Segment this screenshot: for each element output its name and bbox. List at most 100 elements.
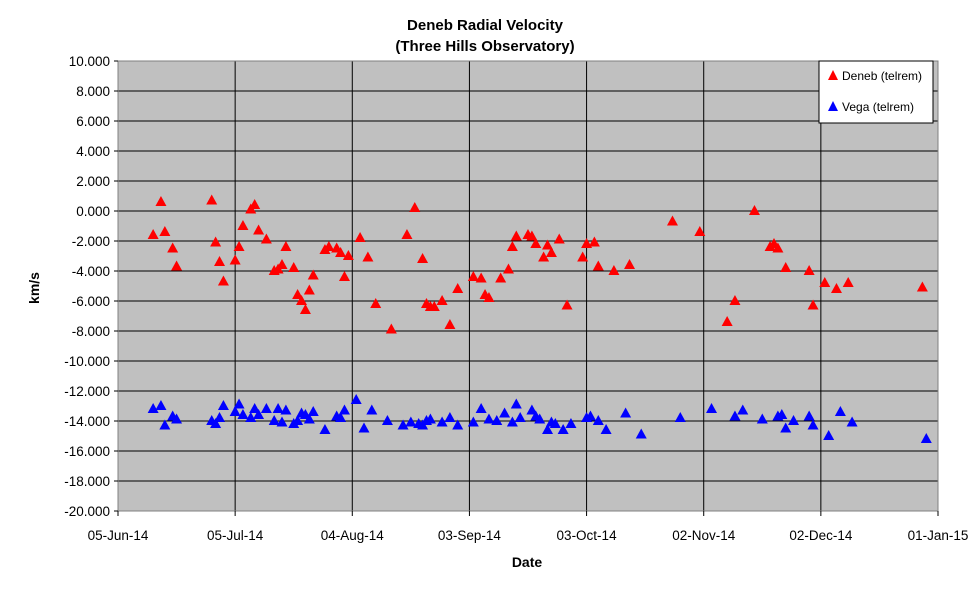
x-axis-ticks: 05-Jun-14 05-Jul-14 04-Aug-14 03-Sep-14 03-O… <box>88 511 969 543</box>
deneb-point <box>253 224 265 235</box>
vega-point <box>788 415 800 425</box>
x-axis-title: Date <box>512 554 543 570</box>
deneb-point <box>452 283 464 293</box>
vega-point <box>635 428 647 439</box>
deneb-point <box>530 238 542 248</box>
y-tick-label: -12.000 <box>64 384 110 399</box>
deneb-point <box>608 265 620 275</box>
deneb-point <box>296 295 308 305</box>
vega-point <box>592 415 604 425</box>
deneb-point <box>409 202 421 212</box>
deneb-point <box>401 229 413 239</box>
vega-point <box>171 413 183 424</box>
y-tick-label: 8.000 <box>76 84 110 99</box>
deneb-point <box>147 229 159 239</box>
deneb-point <box>342 250 354 260</box>
vega-point <box>217 400 229 410</box>
vega-point <box>803 410 815 421</box>
vega-point <box>834 406 846 416</box>
deneb-point <box>159 226 171 236</box>
y-tick-label: -10.000 <box>64 354 110 369</box>
deneb-point <box>475 272 487 283</box>
deneb-point <box>229 254 241 265</box>
deneb-point <box>506 241 518 251</box>
y-tick-label: 10.000 <box>69 54 110 69</box>
vega-point <box>214 412 226 422</box>
legend-label-vega: Vega (telrem) <box>842 100 914 114</box>
vega-point <box>155 400 167 410</box>
vega-point <box>499 407 511 418</box>
deneb-point <box>592 260 604 271</box>
vega-point <box>737 404 749 415</box>
deneb-point <box>436 295 448 305</box>
chart-title: Deneb Radial Velocity <box>407 17 564 34</box>
deneb-point <box>155 196 167 206</box>
deneb-point <box>729 295 741 305</box>
vega-point <box>424 413 436 424</box>
vega-point <box>280 404 292 415</box>
deneb-point <box>237 220 249 230</box>
vega-point <box>920 433 932 443</box>
deneb-point <box>217 275 229 286</box>
deneb-point <box>171 260 183 271</box>
vega-point <box>444 412 456 422</box>
deneb-point <box>214 256 226 266</box>
x-tick-label: 04-Aug-14 <box>321 528 385 543</box>
vega-point <box>706 403 718 413</box>
vega-point <box>776 409 788 419</box>
vega-point <box>237 409 249 419</box>
deneb-point <box>385 323 397 334</box>
deneb-point <box>916 281 928 292</box>
y-tick-label: 4.000 <box>76 144 110 159</box>
y-tick-label: -14.000 <box>64 414 110 429</box>
vega-point <box>510 398 522 409</box>
deneb-point <box>748 205 760 215</box>
deneb-point <box>338 271 350 281</box>
vega-point <box>534 413 546 424</box>
vega-point <box>276 416 288 427</box>
deneb-point <box>483 292 495 302</box>
deneb-point <box>206 194 218 205</box>
deneb-point <box>362 251 374 262</box>
vega-point <box>350 394 362 404</box>
deneb-point <box>307 269 319 280</box>
deneb-point <box>588 236 600 247</box>
vega-point <box>405 416 417 427</box>
vega-point <box>506 416 518 427</box>
deneb-point <box>303 284 315 295</box>
legend-label-deneb: Deneb (telrem) <box>842 69 922 83</box>
vega-point <box>381 415 393 425</box>
vega-point <box>780 422 792 433</box>
deneb-point <box>467 271 479 281</box>
deneb-point <box>417 253 429 263</box>
vega-point <box>452 419 464 430</box>
vega-point <box>729 410 741 421</box>
vega-point <box>436 416 448 427</box>
deneb-point <box>292 289 304 299</box>
deneb-point <box>260 233 272 244</box>
vega-point <box>303 413 315 424</box>
y-tick-label: 0.000 <box>76 204 110 219</box>
vega-point <box>542 424 554 434</box>
deneb-point <box>502 263 514 274</box>
x-tick-label: 02-Dec-14 <box>789 528 853 543</box>
deneb-point <box>323 241 335 251</box>
deneb-point <box>510 230 522 241</box>
vega-point <box>272 403 284 413</box>
vega-point <box>467 416 479 427</box>
vega-point <box>319 424 331 434</box>
deneb-point <box>577 251 589 262</box>
x-tick-label: 01-Jan-15 <box>908 528 969 543</box>
y-tick-label: 2.000 <box>76 174 110 189</box>
vega-point <box>307 406 319 416</box>
deneb-point <box>495 272 507 283</box>
y-tick-label: 6.000 <box>76 114 110 129</box>
vega-point <box>823 430 835 440</box>
y-tick-label: -4.000 <box>72 264 110 279</box>
data-points <box>147 194 932 443</box>
vega-point <box>526 404 538 415</box>
vega-point <box>249 403 261 413</box>
deneb-point <box>694 226 706 236</box>
y-tick-label: -18.000 <box>64 474 110 489</box>
